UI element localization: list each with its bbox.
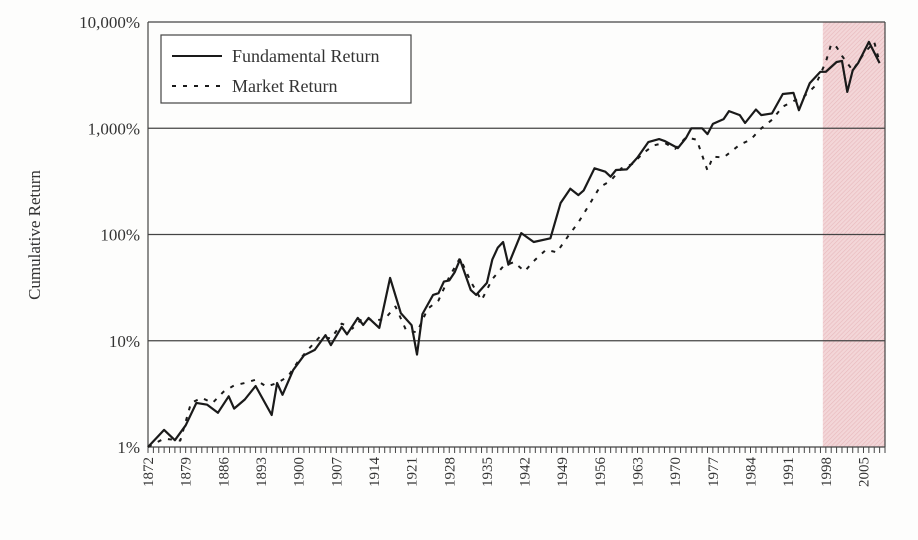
x-tick-label: 1991 [781,457,797,487]
y-tick-label: 100% [100,226,140,245]
x-tick-label: 1963 [631,457,647,487]
y-axis-title: Cumulative Return [25,170,44,300]
x-tick-label: 1886 [216,457,232,488]
y-tick-label: 1% [117,438,140,457]
x-tick-label: 1977 [706,457,722,488]
x-tick-label: 1935 [480,457,496,487]
series-line-fundamental-return [147,40,881,448]
x-tick-label: 1928 [442,457,458,487]
x-tick-label: 1949 [555,457,571,487]
x-tick-label: 1893 [254,457,270,487]
x-tick-label: 1879 [179,457,195,487]
x-tick-label: 1872 [141,457,157,487]
x-tick-label: 1907 [329,457,345,488]
y-tick-label: 1,000% [88,119,140,138]
x-tick-label: 1984 [744,457,760,488]
x-tick-label: 1956 [593,457,609,488]
y-tick-label: 10% [109,332,140,351]
legend-box [160,34,412,104]
x-tick-label: 1942 [518,457,534,487]
x-tick-label: 1998 [819,457,835,487]
x-tick-label: 1921 [405,457,421,487]
series-line-market-return [147,40,881,448]
legend-label: Fundamental Return [232,46,379,66]
x-tick-label: 1914 [367,457,383,488]
legend: Fundamental Return Market Return [160,34,412,104]
x-tick-label: 1900 [292,457,308,487]
legend-label: Market Return [232,76,337,96]
x-tick-label: 2005 [856,457,872,487]
y-tick-label: 10,000% [79,13,140,32]
x-tick-label: 1970 [668,457,684,487]
